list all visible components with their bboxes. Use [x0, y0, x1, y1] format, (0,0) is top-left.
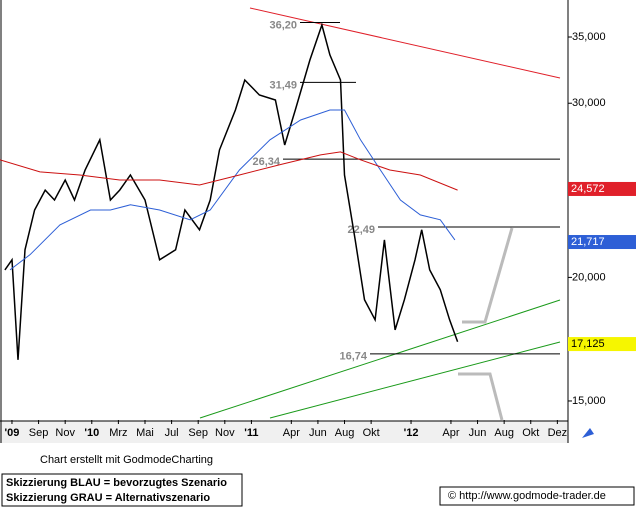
- x-tick-label: Dez: [548, 427, 568, 439]
- credit: Chart erstellt mit GodmodeCharting: [40, 454, 213, 466]
- level-label: 16,74: [339, 351, 367, 363]
- notes-box: [1, 473, 243, 507]
- x-tick-label: Mrz: [109, 427, 127, 439]
- x-tick-label: Okt: [363, 427, 380, 439]
- trend-line: [199, 299, 561, 419]
- price-box: [568, 337, 636, 352]
- x-tick-label: Nov: [215, 427, 235, 439]
- logo-icon: [582, 428, 594, 438]
- level-label: 31,49: [269, 79, 297, 91]
- x-tick-label: Jul: [165, 427, 179, 439]
- x-tick-label: Sep: [188, 427, 208, 439]
- x-tick-label: '11: [244, 427, 258, 439]
- source: © http://www.godmode-trader.de: [448, 490, 606, 502]
- level-label: 26,34: [252, 156, 280, 168]
- note: Skizzierung GRAU = Alternativszenario: [6, 492, 210, 504]
- x-tick-label: Apr: [442, 427, 459, 439]
- scenario-sketch: [458, 372, 504, 421]
- price-line: [4, 22, 459, 360]
- price-box-label: 21,717: [571, 236, 605, 248]
- x-tick-label: Jun: [309, 427, 327, 439]
- x-tick-label: Nov: [55, 427, 75, 439]
- x-tick-label: Sep: [29, 427, 49, 439]
- y-tick-label: 15,000: [572, 395, 606, 407]
- level-label: 36,20: [269, 19, 297, 31]
- x-tick-label: Aug: [494, 427, 514, 439]
- note: Skizzierung BLAU = bevorzugtes Szenario: [6, 477, 227, 489]
- trend-line: [249, 7, 561, 79]
- price-box-label: 24,572: [571, 183, 605, 195]
- x-tick-label: '09: [5, 427, 20, 439]
- x-tick-label: '12: [404, 427, 419, 439]
- x-tick-label: '10: [84, 427, 99, 439]
- level-label: 22,49: [347, 224, 375, 236]
- y-tick-label: 30,000: [572, 97, 606, 109]
- x-tick-label: Mai: [136, 427, 154, 439]
- y-tick-label: 35,000: [572, 31, 606, 43]
- x-tick-label: Aug: [335, 427, 355, 439]
- x-tick-label: Apr: [283, 427, 300, 439]
- y-tick-label: 20,000: [572, 271, 606, 283]
- source-box: [439, 486, 635, 506]
- x-tick-label: Okt: [522, 427, 539, 439]
- price-box: [568, 181, 636, 196]
- moving-average: [0, 151, 458, 191]
- x-axis-band: [0, 421, 568, 443]
- moving-average: [9, 109, 456, 271]
- price-box: [568, 235, 636, 250]
- trend-line: [269, 341, 561, 419]
- scenario-sketch: [462, 227, 514, 324]
- price-box-label: 17,125: [571, 338, 605, 350]
- x-tick-label: Jun: [469, 427, 487, 439]
